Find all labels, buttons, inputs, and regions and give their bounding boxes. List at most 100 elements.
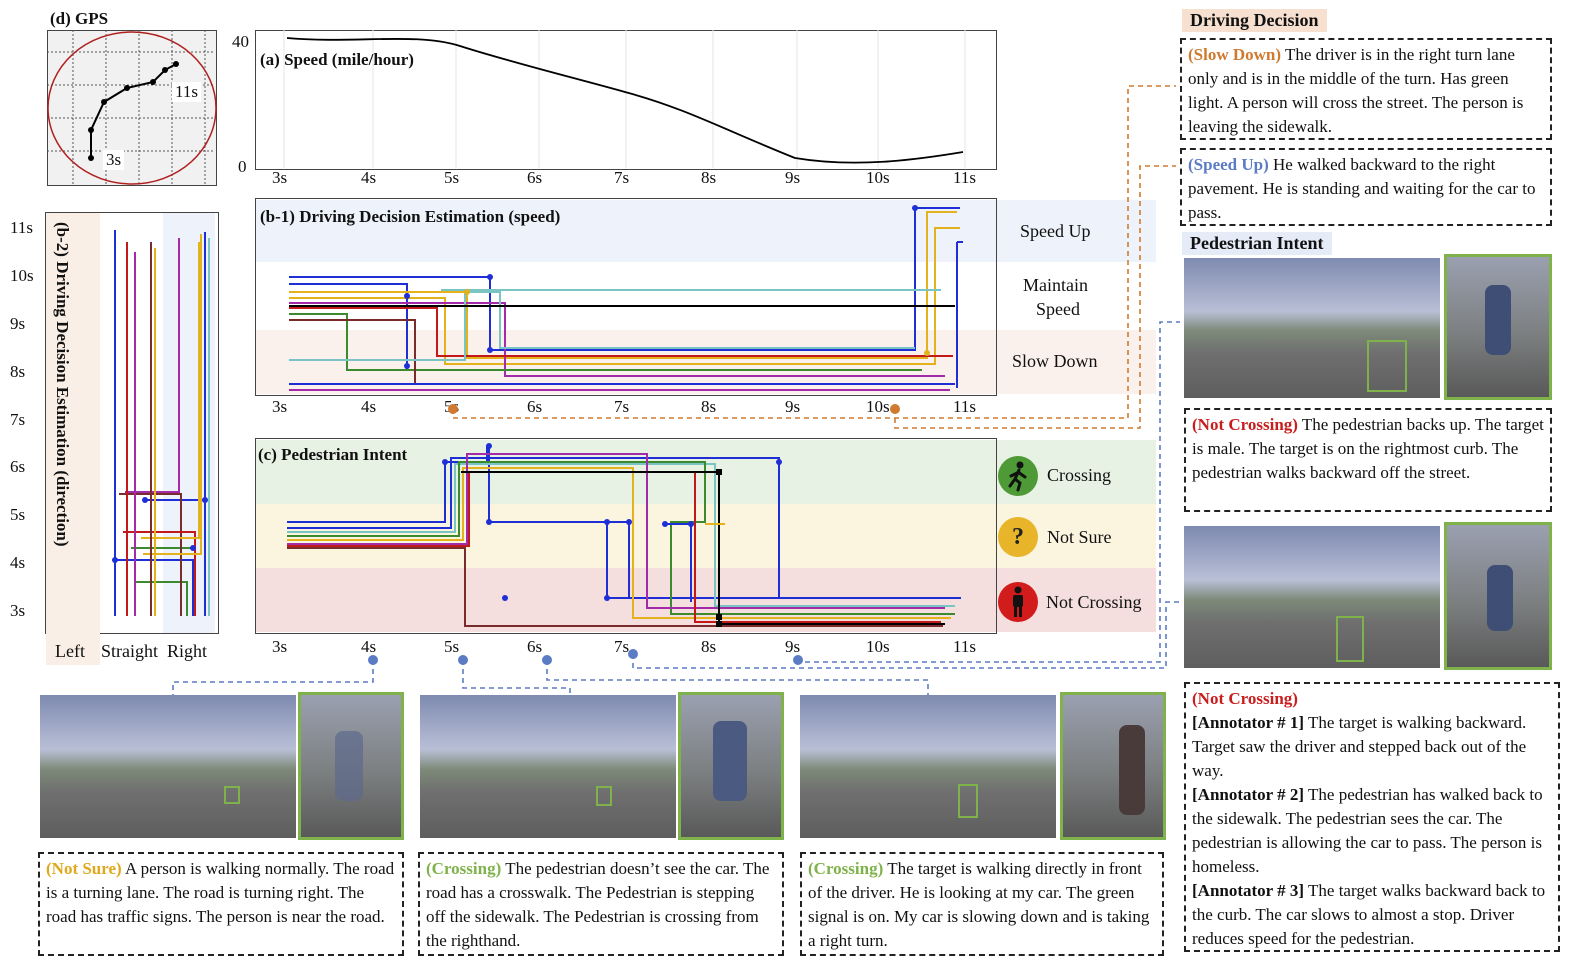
c-x-tick-0: 3s xyxy=(272,637,288,656)
dashcam-frame-bottom-2 xyxy=(420,695,676,838)
b1-title: (b-1) Driving Decision Estimation (speed… xyxy=(260,207,561,226)
dashcam-frame-bottom-3 xyxy=(800,695,1056,838)
speed-x-tick-6: 9s xyxy=(785,168,801,187)
standing-person-icon xyxy=(998,582,1038,622)
c-x-tick-1: 4s xyxy=(361,637,377,656)
speed-x-tick-8: 11s xyxy=(953,168,976,187)
annotator-3-label: [Annotator # 3] xyxy=(1192,881,1305,900)
b2-y-tick-4: 7s xyxy=(10,410,26,429)
b1-x-tick-3: 6s xyxy=(527,397,543,416)
dashcam-frame-bottom-1 xyxy=(40,695,296,838)
speed-chart xyxy=(283,30,966,168)
b2-y-tick-0: 11s xyxy=(10,218,33,237)
target-box-bottom-1 xyxy=(224,786,240,804)
annotator-2-label: [Annotator # 2] xyxy=(1192,785,1305,804)
gps-panel xyxy=(47,30,217,186)
c-x-tick-3: 6s xyxy=(527,637,543,656)
b1-speedup-band xyxy=(256,200,1156,262)
c-x-tick-6: 9s xyxy=(785,637,801,656)
slow-down-tag: (Slow Down) xyxy=(1188,45,1282,64)
b2-x-straight: Straight xyxy=(101,641,158,661)
walking-person-icon xyxy=(998,456,1038,496)
zoom-crop-bottom-1 xyxy=(298,692,404,840)
question-icon: ? xyxy=(998,517,1038,557)
not-sure-tag: (Not Sure) xyxy=(46,859,122,878)
b2-y-tick-2: 9s xyxy=(10,314,26,333)
speed-x-tick-1: 4s xyxy=(361,168,377,187)
b1-label-speed-up: Speed Up xyxy=(1020,221,1091,241)
speed-x-tick-7: 10s xyxy=(866,168,890,187)
not-crossing-tag-2: (Not Crossing) xyxy=(1192,689,1298,708)
b1-x-tick-1: 4s xyxy=(361,397,377,416)
b2-right-band xyxy=(163,213,215,633)
speed-caption-speed-up: (Speed Up) He walked backward to the rig… xyxy=(1180,148,1552,226)
dashcam-frame-right-2 xyxy=(1184,526,1440,668)
c-title: (c) Pedestrian Intent xyxy=(258,445,408,464)
caption-crossing-2: (Crossing) The target is walking directl… xyxy=(800,852,1164,956)
target-box-right-1 xyxy=(1367,340,1407,392)
b1-x-tick-5: 8s xyxy=(701,397,717,416)
c-x-tick-4: 7s xyxy=(614,637,630,656)
c-legend-crossing: Crossing xyxy=(1047,465,1112,485)
crossing-tag-2: (Crossing) xyxy=(808,859,884,878)
b2-chart xyxy=(112,230,210,616)
c-panel xyxy=(255,438,997,634)
b2-x-left: Left xyxy=(55,641,85,661)
caption-crossing-1: (Crossing) The pedestrian doesn’t see th… xyxy=(418,852,784,956)
target-box-bottom-3 xyxy=(958,784,978,818)
gps-title: (d) GPS xyxy=(50,9,109,28)
c-legend-not-sure: Not Sure xyxy=(1047,527,1112,547)
pedestrian-intent-header: Pedestrian Intent xyxy=(1182,232,1332,255)
c-x-tick-8: 11s xyxy=(953,637,976,656)
b2-y-tick-3: 8s xyxy=(10,362,26,381)
b1-label-maintain-2: Speed xyxy=(1036,299,1080,319)
zoom-crop-right-2 xyxy=(1444,522,1552,670)
not-crossing-tag-1: (Not Crossing) xyxy=(1192,415,1298,434)
c-x-tick-2: 5s xyxy=(444,637,460,656)
b1-panel xyxy=(255,198,997,396)
b1-x-tick-6: 9s xyxy=(785,397,801,416)
b1-x-tick-4: 7s xyxy=(614,397,630,416)
zoom-crop-right-1 xyxy=(1444,254,1552,400)
c-x-tick-7: 10s xyxy=(866,637,890,656)
b1-x-tick-7: 10s xyxy=(866,397,890,416)
speed-title: (a) Speed (mile/hour) xyxy=(260,50,414,69)
b2-left-band xyxy=(46,213,100,665)
target-box-bottom-2 xyxy=(596,786,612,806)
c-x-tick-5: 8s xyxy=(701,637,717,656)
gps-start-label: 3s xyxy=(103,150,125,170)
b1-x-tick-0: 3s xyxy=(272,397,288,416)
annotator-1-label: [Annotator # 1] xyxy=(1192,713,1305,732)
speed-up-tag: (Speed Up) xyxy=(1188,155,1269,174)
b1-x-tick-8: 11s xyxy=(953,397,976,416)
b2-y-tick-5: 6s xyxy=(10,457,26,476)
speed-x-tick-0: 3s xyxy=(272,168,288,187)
b1-label-maintain-1: Maintain xyxy=(1023,275,1088,295)
b2-y-tick-8: 3s xyxy=(10,601,26,620)
b1-label-slow-down: Slow Down xyxy=(1012,351,1098,371)
caption-not-sure: (Not Sure) A person is walking normally.… xyxy=(38,852,404,956)
b2-x-right: Right xyxy=(167,641,208,661)
b1-chart xyxy=(289,205,963,391)
speed-x-tick-2: 5s xyxy=(444,168,460,187)
crossing-tag-1: (Crossing) xyxy=(426,859,502,878)
b2-y-tick-1: 10s xyxy=(10,266,34,285)
speed-x-tick-4: 7s xyxy=(614,168,630,187)
b2-y-tick-7: 4s xyxy=(10,553,26,572)
speed-y-top: 40 xyxy=(232,32,249,51)
driving-decision-header: Driving Decision xyxy=(1182,9,1327,32)
zoom-crop-bottom-2 xyxy=(678,692,784,840)
gps-end-label: 11s xyxy=(172,82,201,102)
zoom-crop-bottom-3 xyxy=(1060,692,1166,840)
target-box-right-2 xyxy=(1336,616,1364,662)
dashcam-frame-right-1 xyxy=(1184,258,1440,398)
speed-x-tick-3: 6s xyxy=(527,168,543,187)
intent-caption-not-crossing-1: (Not Crossing) The pedestrian backs up. … xyxy=(1184,408,1552,512)
speed-y-bottom: 0 xyxy=(238,157,247,176)
speed-caption-slow-down: (Slow Down) The driver is in the right t… xyxy=(1180,38,1552,140)
c-chart xyxy=(287,443,961,627)
speed-x-tick-5: 8s xyxy=(701,168,717,187)
b2-y-tick-6: 5s xyxy=(10,505,26,524)
intent-caption-not-crossing-2: (Not Crossing) [Annotator # 1] The targe… xyxy=(1184,682,1560,952)
